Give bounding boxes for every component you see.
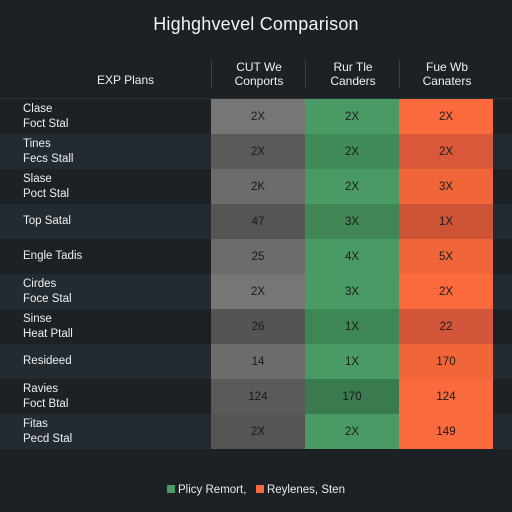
table-cell: 25 [211, 239, 305, 274]
row-label-line2: Poct Stal [23, 187, 70, 200]
table-row: Sinse Heat Ptall 26 1X 22 [0, 309, 512, 344]
table-cell: 2X [305, 169, 399, 204]
table-cell: 2X [211, 134, 305, 169]
table-cell: 2X [399, 134, 493, 169]
table-cell: 2X [211, 274, 305, 309]
row-label-line2: Foct Stal [23, 117, 69, 130]
table-row: Cirdes Foce Stal 2X 3X 2X [0, 274, 512, 309]
row-header-label: EXP Plans [97, 73, 155, 87]
table-cell: 2X [305, 99, 399, 134]
row-label-line1: Tines [23, 137, 51, 150]
row-label: Sinse Heat Ptall [23, 309, 73, 344]
row-label-line2: Fecs Stall [23, 152, 74, 165]
row-label-line2: Pecd Stal [23, 432, 73, 445]
table-cell: 2X [305, 414, 399, 449]
row-label-line1: Clase [23, 102, 53, 115]
table-row: Slase Poct Stal 2K 2X 3X [0, 169, 512, 204]
row-label: Clase Foct Stal [23, 99, 68, 134]
row-label: Top Satal [23, 204, 71, 239]
table-cell: 47 [211, 204, 305, 239]
table-cell: 2X [211, 414, 305, 449]
row-label: Resideed [23, 344, 72, 379]
table-cell: 170 [399, 344, 493, 379]
table-cell: 3X [305, 274, 399, 309]
row-label-line1: Engle Tadis [23, 250, 83, 262]
table-cell: 124 [399, 379, 493, 414]
row-label: Cirdes Foce Stal [23, 274, 72, 309]
table-cell: 26 [211, 309, 305, 344]
legend-label-0: Plicy Remort, [178, 484, 247, 496]
row-label: Engle Tadis [23, 239, 82, 274]
table-cell: 1X [305, 309, 399, 344]
table-cell: 124 [211, 379, 305, 414]
legend-swatch-1 [255, 484, 264, 493]
row-label-line1: Slase [23, 172, 52, 185]
column-header-2: Fue Wb Canaters [399, 60, 494, 88]
table-cell: 2X [305, 134, 399, 169]
table-cell: 2X [211, 99, 305, 134]
column-header-2-line1: Fue Wb [425, 60, 468, 74]
column-header-0-line1: CUT We [236, 60, 282, 74]
table-header: EXP Plans CUT We Conports Rur Tle Cander… [0, 58, 512, 99]
legend-swatch-0 [167, 484, 176, 493]
table-body: Clase Foct Stal 2X 2X 2X Tines Fecs Stall 2X 2X 2… [0, 99, 512, 449]
table-row: Clase Foct Stal 2X 2X 2X [0, 99, 512, 134]
table-cell: 3X [305, 204, 399, 239]
table-cell: 4X [305, 239, 399, 274]
table-cell: 14 [211, 344, 305, 379]
table-cell: 2X [399, 274, 493, 309]
row-label-line2: Heat Ptall [23, 327, 73, 340]
table-row: Ravies Foct Btal 124 170 124 [0, 379, 512, 414]
table-cell: 3X [399, 169, 493, 204]
table-cell: 1X [305, 344, 399, 379]
row-label: Tines Fecs Stall [23, 134, 74, 169]
row-label: Slase Poct Stal [23, 169, 69, 204]
row-label-line1: Fitas [23, 417, 48, 430]
row-label-line1: Cirdes [23, 277, 57, 290]
column-header-0: CUT We Conports [211, 60, 306, 88]
comparison-table: EXP Plans CUT We Conports Rur Tle Cander… [0, 58, 512, 449]
row-label: Ravies Foct Btal [23, 379, 68, 414]
table-cell: 149 [399, 414, 493, 449]
table-row: Resideed 14 1X 170 [0, 344, 512, 379]
legend: Plicy Remort, Reylenes, Sten [0, 484, 512, 496]
column-header-1-line2: Canders [330, 74, 376, 88]
column-header-2-line2: Canaters [422, 74, 472, 88]
column-header-0-line2: Conports [234, 74, 284, 88]
table-cell: 2X [399, 99, 493, 134]
table-row: Tines Fecs Stall 2X 2X 2X [0, 134, 512, 169]
table-cell: 1X [399, 204, 493, 239]
table-cell: 22 [399, 309, 493, 344]
table-cell: 5X [399, 239, 493, 274]
table-cell: 2K [211, 169, 305, 204]
row-label-line2: Foct Btal [23, 397, 69, 410]
table-cell: 170 [305, 379, 399, 414]
page-title: Highghvevel Comparison [153, 14, 359, 34]
table-row: Engle Tadis 25 4X 5X [0, 239, 512, 274]
legend-label-1: Reylenes, Sten [266, 484, 345, 496]
row-label-line2: Foce Stal [23, 292, 72, 305]
column-header-1: Rur Tle Canders [305, 60, 400, 88]
row-label: Fitas Pecd Stal [23, 414, 72, 449]
column-header-1-line1: Rur Tle [333, 60, 373, 74]
row-label-line1: Resideed [23, 355, 72, 367]
row-label-line1: Top Satal [23, 215, 71, 227]
row-label-line1: Ravies [23, 382, 59, 395]
table-row: Top Satal 47 3X 1X [0, 204, 512, 239]
table-row: Fitas Pecd Stal 2X 2X 149 [0, 414, 512, 449]
row-label-line1: Sinse [23, 312, 52, 325]
